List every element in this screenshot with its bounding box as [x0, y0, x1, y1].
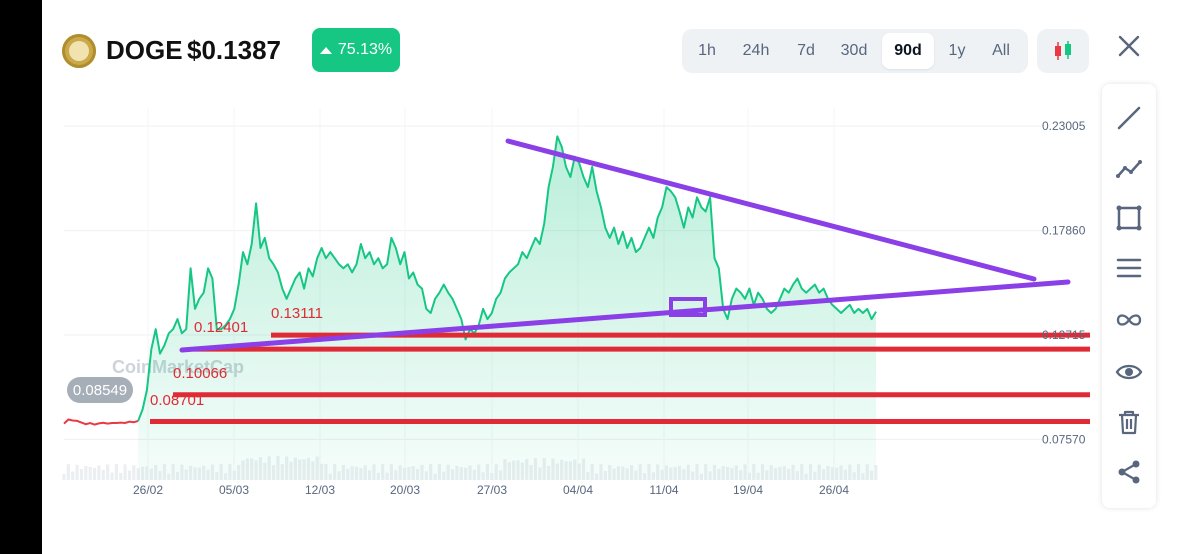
tab-1y[interactable]: 1y: [948, 42, 966, 59]
x-tick-label: 05/03: [219, 483, 249, 497]
y-tick-label: 0.07570: [1042, 432, 1086, 446]
tab-1h[interactable]: 1h: [698, 42, 716, 59]
x-tick-label: 27/03: [477, 483, 507, 497]
tab-90d[interactable]: 90d: [882, 33, 934, 69]
doge-logo-face: [69, 41, 89, 61]
volume-bar: [75, 464, 79, 480]
volume-bar: [110, 472, 114, 480]
visibility-icon[interactable]: [1113, 356, 1145, 388]
start-price-badge-bg: [67, 377, 133, 403]
volume-bar: [119, 472, 123, 480]
x-tick-label: 19/04: [733, 483, 763, 497]
doge-logo: [62, 34, 96, 68]
rectangle-tool-icon[interactable]: [1113, 202, 1145, 234]
volume-bar: [71, 471, 75, 480]
volume-bar: [97, 465, 101, 480]
volume-bar: [84, 466, 88, 480]
volume-bar: [66, 464, 70, 480]
coin-symbol: DOGE: [106, 35, 183, 65]
price-line-down: [63, 418, 139, 426]
candlestick-icon: [1055, 41, 1071, 60]
price-line-up: [137, 135, 877, 422]
x-tick-label: 26/02: [133, 483, 163, 497]
y-tick-label: 0.17860: [1042, 224, 1086, 238]
x-tick-label: 26/04: [819, 483, 849, 497]
start-price-badge: 0.08549: [67, 377, 133, 403]
support-level-label: 0.13111: [271, 305, 323, 322]
volume-bar: [101, 470, 105, 480]
y-tick-label: 0.23005: [1042, 119, 1086, 133]
support-trendline: [179, 279, 1071, 353]
x-tick-label: 20/03: [390, 483, 420, 497]
y-tick-label: 0.12715: [1042, 328, 1086, 342]
coin-price: $0.1387: [187, 35, 281, 65]
volume-bar: [88, 467, 92, 480]
volume-bar: [132, 465, 136, 480]
tab-all[interactable]: All: [992, 42, 1010, 59]
chart-screen: CoinMarketCap 0.131110.124010.100660.087…: [42, 0, 1200, 554]
x-tick-label: 04/04: [563, 483, 593, 497]
caret-up-icon: [319, 46, 332, 54]
price-change-value: 75.13%: [337, 41, 393, 58]
drawing-toolbar: [1102, 84, 1156, 508]
volume-bar: [106, 464, 110, 480]
start-price-badge-text: 0.08549: [73, 382, 127, 399]
price-area-fill: [138, 136, 876, 480]
support-level-label: 0.12401: [194, 319, 248, 336]
tab-7d[interactable]: 7d: [797, 42, 815, 59]
y-axis: 0.23005 0.17860 0.12715 0.07570: [1042, 119, 1086, 446]
tab-30d[interactable]: 30d: [840, 42, 868, 59]
x-tick-label: 12/03: [305, 483, 335, 497]
volume-bar: [62, 474, 66, 480]
volume-bar: [92, 467, 97, 480]
line-tool-icon[interactable]: [1113, 102, 1145, 134]
infinite-line-icon[interactable]: [1113, 304, 1145, 336]
x-axis: 26/02 05/03 12/03 20/03 27/03 04/04 11/04 19/04…: [133, 483, 849, 497]
fib-tool-icon[interactable]: [1113, 252, 1145, 284]
tab-24h[interactable]: 24h: [742, 42, 770, 59]
polyline-tool-icon[interactable]: [1113, 152, 1145, 184]
candlestick-toggle-button[interactable]: [1037, 29, 1089, 73]
support-level-label: 0.08701: [150, 392, 204, 409]
time-range-tabs: 1h 24h 7d 30d 90d 1y All: [682, 29, 1028, 73]
volume-bar: [114, 464, 118, 480]
price-change-badge: 75.13%: [312, 28, 400, 72]
volume-bar: [127, 470, 132, 480]
close-icon[interactable]: [1117, 34, 1141, 58]
support-levels[interactable]: 0.13111 0.12401 0.10066 0.08701: [150, 305, 1090, 425]
marked-zone-rect: [669, 297, 707, 317]
trash-icon[interactable]: [1113, 406, 1145, 438]
resistance-trendline: [505, 138, 1037, 282]
support-level-label: 0.10066: [173, 365, 227, 382]
share-icon[interactable]: [1113, 456, 1145, 488]
volume-bar: [79, 469, 84, 480]
price-chart[interactable]: CoinMarketCap 0.131110.124010.100660.087…: [42, 0, 1200, 554]
x-tick-label: 11/04: [649, 483, 678, 497]
volume-bar: [123, 464, 127, 480]
trendlines[interactable]: [179, 138, 1071, 353]
